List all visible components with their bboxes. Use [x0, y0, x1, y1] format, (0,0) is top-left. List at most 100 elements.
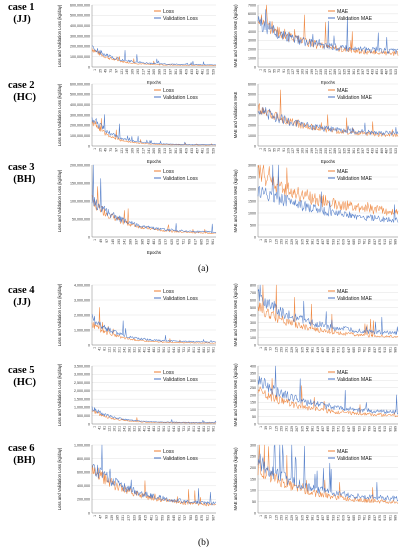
y-tick-label: 3,500,000 — [74, 364, 90, 368]
y-tick-label: 0 — [88, 422, 90, 426]
x-tick-label: 641 — [172, 347, 176, 353]
y-tick-label: 50 — [252, 415, 256, 419]
y-tick-label: 0 — [88, 235, 90, 239]
x-tick-label: 193 — [136, 148, 140, 154]
x-tick-label: 343 — [347, 69, 351, 75]
x-tick-label: 457 — [195, 148, 199, 154]
x-tick-label: 799 — [368, 239, 372, 245]
x-tick-label: 321 — [132, 347, 136, 353]
x-tick-label: 875 — [378, 239, 382, 245]
x-tick-label: 533 — [331, 347, 335, 353]
y-tick-label: 3000 — [248, 39, 256, 43]
y-axis-label: MAE and Validation MAE (kg/day) — [233, 4, 238, 68]
series-line-validation — [257, 284, 399, 335]
y-tick-label: 2000 — [248, 124, 256, 128]
x-tick-label: 761 — [362, 426, 366, 432]
case-1-label: case 1 (JJ) — [8, 2, 35, 25]
legend-label: Loss — [163, 449, 174, 455]
x-tick-label: 865 — [199, 239, 203, 245]
x-tick-label: 837 — [373, 239, 377, 245]
y-tick-label: 1,500,000 — [74, 397, 90, 401]
y-tick-label: 400 — [250, 364, 256, 368]
series-line-train — [91, 464, 217, 507]
series-line-validation — [257, 444, 399, 502]
y-tick-label: 50,000,000 — [72, 217, 90, 221]
x-tick-label: 191 — [285, 515, 289, 521]
x-tick-label: 37 — [268, 148, 272, 152]
x-tick-label: 571 — [337, 239, 341, 245]
x-tick-label: 487 — [385, 148, 389, 154]
x-tick-label: 645 — [172, 515, 176, 521]
x-tick-label: 723 — [357, 347, 361, 353]
case-3-label: case 3 (BH) — [8, 162, 36, 185]
y-tick-label: 200 — [250, 393, 256, 397]
x-tick-label: 951 — [388, 515, 392, 521]
x-tick-label: 481 — [201, 148, 205, 154]
y-tick-label: 2,000,000 — [74, 389, 90, 393]
x-tick-label: 601 — [167, 426, 171, 432]
x-tick-label: 55 — [273, 148, 277, 152]
x-tick-label: 469 — [380, 148, 384, 154]
x-tick-label: 313 — [163, 69, 167, 75]
x-tick-label: 1 — [93, 426, 97, 428]
x-tick-label: 267 — [295, 515, 299, 521]
x-tick-label: 241 — [122, 426, 126, 432]
x-tick-label: 289 — [129, 239, 133, 245]
y-axis-label: Loss and Validation Loss (kg/day) — [57, 363, 62, 426]
x-tick-label: 191 — [285, 347, 289, 353]
y-tick-label: 300 — [250, 443, 256, 447]
x-tick-label: 989 — [394, 515, 398, 521]
y-tick-label: 800,000 — [77, 457, 90, 461]
x-tick-label: 721 — [182, 426, 186, 432]
chart-case4-loss: Loss and Validation Loss (kg/day) 4,000,0… — [57, 283, 217, 353]
x-tick-label: 641 — [172, 426, 176, 432]
x-tick-label: 481 — [152, 239, 156, 245]
legend-label: Loss — [163, 88, 174, 94]
x-tick-label: 385 — [140, 239, 144, 245]
x-tick-label: 1 — [93, 515, 97, 517]
x-tick-label: 841 — [197, 347, 201, 353]
x-tick-label: 73 — [277, 148, 281, 152]
series-line-validation — [91, 406, 217, 423]
x-tick-label: 433 — [146, 239, 150, 245]
series-line-train — [257, 284, 399, 338]
x-tick-label: 49 — [104, 69, 108, 73]
x-tick-label: 921 — [206, 515, 210, 521]
x-tick-label: 49 — [99, 239, 103, 243]
y-tick-label: 2000 — [248, 48, 256, 52]
y-tick-label: 100 — [250, 489, 256, 493]
x-tick-label: 163 — [301, 69, 305, 75]
x-tick-label: 115 — [274, 239, 278, 245]
y-tick-label: 4000 — [248, 30, 256, 34]
x-tick-label: 401 — [142, 426, 146, 432]
x-tick-label: 419 — [316, 347, 320, 353]
x-tick-label: 241 — [122, 347, 126, 353]
x-tick-label: 115 — [274, 426, 278, 432]
chart-case6-mae: MAE and Validation MAE (kg/day) 300 250 200… — [233, 443, 399, 521]
x-tick-label: 289 — [333, 148, 337, 154]
y-tick-label: 4000 — [248, 103, 256, 107]
x-tick-label: 267 — [295, 239, 299, 245]
legend-label: MAE — [337, 88, 349, 94]
x-tick-label: 201 — [117, 347, 121, 353]
x-tick-label: 229 — [290, 515, 294, 521]
y-tick-label: 1500 — [248, 199, 256, 203]
legend-label: Validation MAE — [337, 16, 373, 22]
y-tick-label: 5000 — [248, 21, 256, 25]
chart-case3-loss: Loss and Validation Loss (kg/day) 200,000… — [57, 163, 217, 255]
x-tick-label: 419 — [316, 515, 320, 521]
chart-case6-loss: Loss and Validation Loss (kg/day) 1,000,0… — [57, 443, 217, 521]
x-tick-label: 481 — [152, 426, 156, 432]
x-tick-label: 337 — [168, 148, 172, 154]
x-tick-label: 647 — [347, 347, 351, 353]
series-line-train — [257, 164, 399, 216]
x-tick-label: 153 — [280, 515, 284, 521]
y-tick-label: 600,000,000 — [70, 3, 90, 7]
x-tick-label: 337 — [134, 239, 138, 245]
x-tick-label: 401 — [142, 347, 146, 353]
chart-case2-loss: Loss and Validation Loss (kg/day) 600,000… — [57, 82, 217, 164]
x-tick-label: 25 — [98, 69, 102, 73]
x-tick-label: 457 — [321, 515, 325, 521]
x-tick-label: 523 — [394, 148, 398, 154]
x-tick-label: 343 — [305, 347, 309, 353]
